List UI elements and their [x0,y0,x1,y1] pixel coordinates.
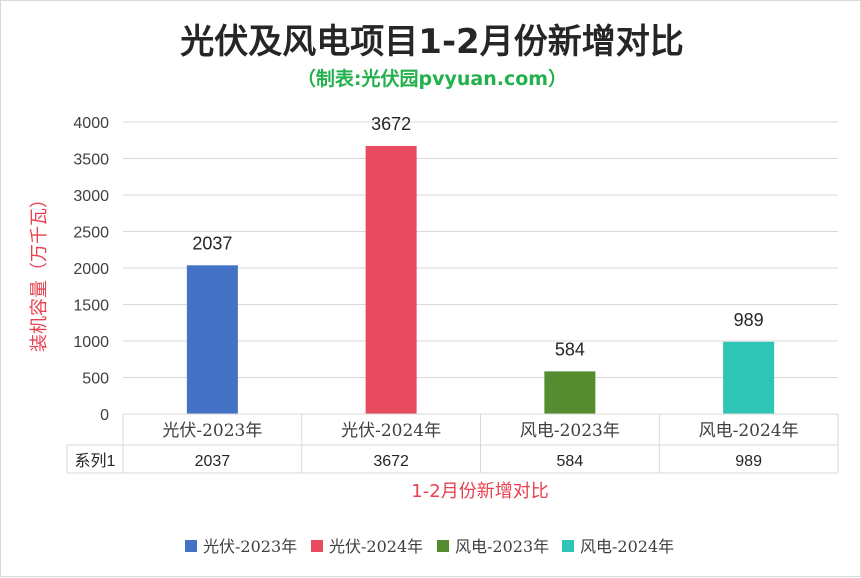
y-axis-label: 装机容量（万千瓦） [29,190,50,352]
table-cell: 2037 [195,453,231,470]
bars [186,145,775,414]
y-tick-label: 2000 [73,261,109,278]
legend-label: 光伏-2024年 [329,537,423,556]
y-tick-label: 2500 [73,225,109,242]
table-cell: 3672 [373,453,409,470]
chart-subtitle: （制表:光伏园pvyuan.com） [297,67,567,90]
y-tick-label: 3000 [73,188,109,205]
y-tick-label: 4000 [73,115,109,132]
legend-label: 光伏-2023年 [203,537,297,556]
bar [365,145,417,414]
legend-swatch [311,540,323,552]
legend-swatch [562,540,574,552]
category-label: 风电-2024年 [699,421,799,441]
category-label: 光伏-2023年 [162,421,262,441]
table-cell: 584 [557,453,584,470]
bar [544,371,596,414]
x-axis-label: 1-2月份新增对比 [411,481,548,502]
category-label: 光伏-2024年 [341,421,441,441]
chart-title: 光伏及风电项目1-2月份新增对比 [180,22,683,62]
bar [186,265,238,414]
table-row-label: 系列1 [75,452,116,470]
data-table: 光伏-2023年 2037 光伏-2024年 3672 风电-2023年 584 风电-20… [66,413,839,474]
legend-swatch [437,540,449,552]
y-axis-ticks: 0 500 1000 1500 2000 2500 3000 3500 4000 [73,115,109,424]
category-label: 风电-2023年 [520,421,620,441]
legend-label: 风电-2023年 [455,537,549,556]
y-tick-label: 500 [82,371,109,388]
y-tick-label: 0 [100,407,109,424]
y-tick-label: 1500 [73,298,109,315]
data-label: 584 [555,339,585,359]
y-tick-label: 3500 [73,152,109,169]
data-label: 2037 [192,233,232,253]
legend-swatch [185,540,197,552]
data-label: 3672 [371,114,411,134]
table-cell: 989 [735,453,762,470]
bar [723,341,775,414]
gridlines [123,121,838,415]
y-tick-label: 1000 [73,334,109,351]
legend-label: 风电-2024年 [580,537,674,556]
data-label: 989 [734,310,764,330]
data-labels: 2037 3672 584 989 [192,114,763,359]
legend: 光伏-2023年 光伏-2024年 风电-2023年 风电-2024年 [185,537,674,556]
